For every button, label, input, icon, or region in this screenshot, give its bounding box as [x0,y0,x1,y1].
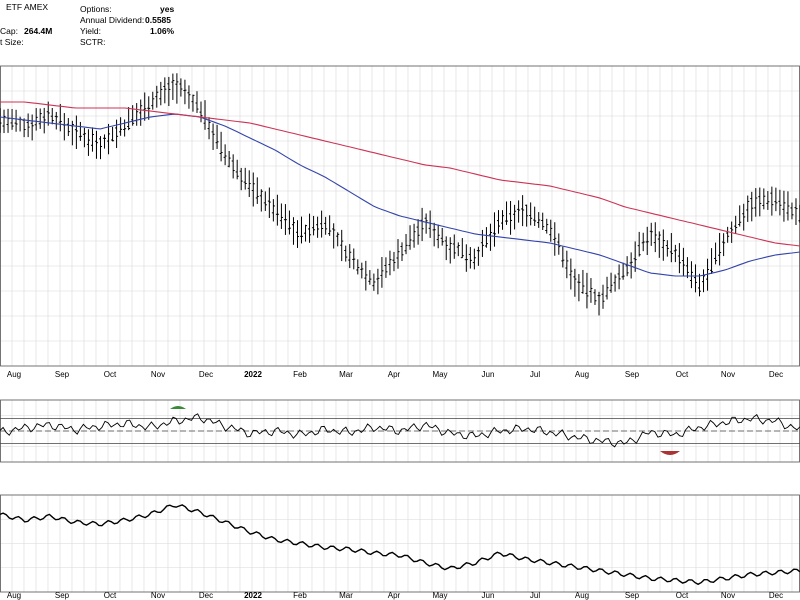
x-tick-label: Dec [769,591,783,600]
x-tick-label: Aug [7,370,21,379]
relative-strength-line [0,504,800,586]
x-tick-label: Nov [151,591,165,600]
oscillator-line [0,413,800,448]
x-tick-label: Oct [676,591,689,600]
x-tick-label: Sep [55,370,70,379]
x-tick-label: May [432,370,447,379]
x-tick-label: Nov [151,370,165,379]
header-sctr-label: SCTR: [80,37,106,47]
x-tick-label: Sep [625,591,640,600]
x-tick-label: Aug [575,591,589,600]
x-tick-label: Apr [388,591,401,600]
header-options-value: yes [160,4,175,14]
x-tick-label: Feb [293,591,307,600]
oscillator-panel [0,399,800,463]
x-tick-label: Jun [482,591,495,600]
header-dividend-value: 0.5585 [145,15,171,25]
header-left-label-1: Cap: [0,26,18,36]
x-tick-label: May [432,591,447,600]
header-yield-label: Yield: [80,26,101,36]
header-title-fragment: ETF AMEX [6,2,49,12]
x-tick-label: Dec [199,591,213,600]
x-tick-label: Nov [721,591,735,600]
oversold-fill [660,451,680,455]
x-tick-label: Aug [575,370,589,379]
x-tick-label: Oct [676,370,689,379]
x-tick-label: Jul [530,591,540,600]
x-tick-label: Dec [199,370,213,379]
moving-average-short-line [0,113,800,277]
x-tick-label: Jun [482,370,495,379]
x-tick-label: Sep [55,591,70,600]
price-panel: Aug Sep Oct Nov Dec 2022 Feb Mar Apr May Jun Jul Aug… [0,65,800,379]
header-yield-value: 1.06% [150,26,175,36]
x-tick-label: Feb [293,370,307,379]
x-tick-label: Sep [625,370,640,379]
header-dividend-label: Annual Dividend: [80,15,145,25]
x-tick-label: Oct [104,591,117,600]
lower-panel: Aug Sep Oct Nov Dec 2022 Feb Mar Apr May Jun Jul Aug… [0,494,800,600]
x-tick-label: Apr [388,370,401,379]
header-options-label: Options: [80,4,112,14]
header-cap-value: 264.4M [24,26,53,36]
x-tick-label: Dec [769,370,783,379]
x-tick-label: Jul [530,370,540,379]
moving-average-long-line [0,101,800,247]
x-tick-label: Mar [339,370,353,379]
x-tick-label: Mar [339,591,353,600]
x-tick-label: Oct [104,370,117,379]
x-tick-label: Nov [721,370,735,379]
header-left-label-2: t Size: [0,37,24,47]
x-tick-label: 2022 [244,370,262,379]
x-tick-label: Aug [7,591,21,600]
overbought-fill [170,406,186,409]
x-tick-label: 2022 [244,591,262,600]
